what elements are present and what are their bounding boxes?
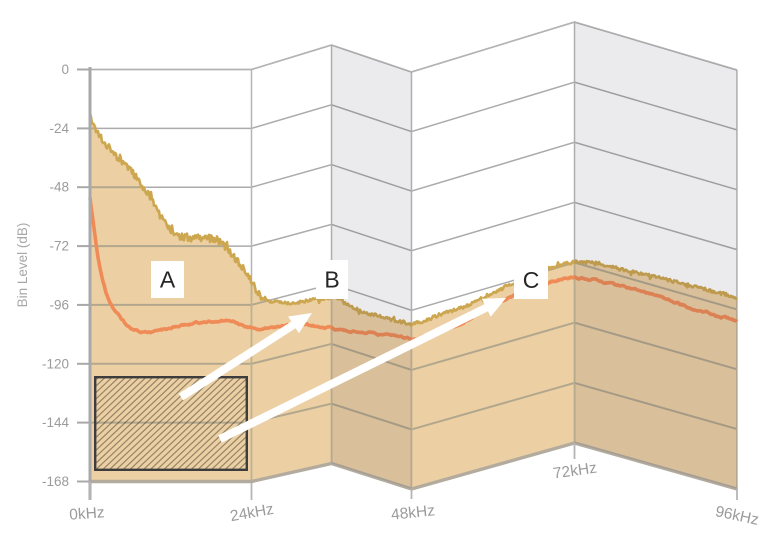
svg-text:-96: -96 [49, 297, 69, 312]
svg-text:-48: -48 [49, 180, 69, 195]
svg-text:B: B [324, 267, 339, 293]
svg-text:-24: -24 [49, 121, 69, 136]
svg-text:48kHz: 48kHz [390, 502, 435, 523]
svg-text:-120: -120 [42, 356, 69, 371]
svg-text:72kHz: 72kHz [552, 460, 598, 483]
svg-text:0kHz: 0kHz [69, 504, 105, 523]
svg-text:0: 0 [61, 62, 69, 77]
svg-text:A: A [160, 267, 176, 293]
svg-text:C: C [523, 267, 540, 293]
svg-text:-72: -72 [49, 239, 69, 254]
svg-text:Bin Level (dB): Bin Level (dB) [15, 223, 30, 308]
svg-text:-168: -168 [42, 474, 69, 489]
svg-text:-144: -144 [42, 415, 70, 430]
